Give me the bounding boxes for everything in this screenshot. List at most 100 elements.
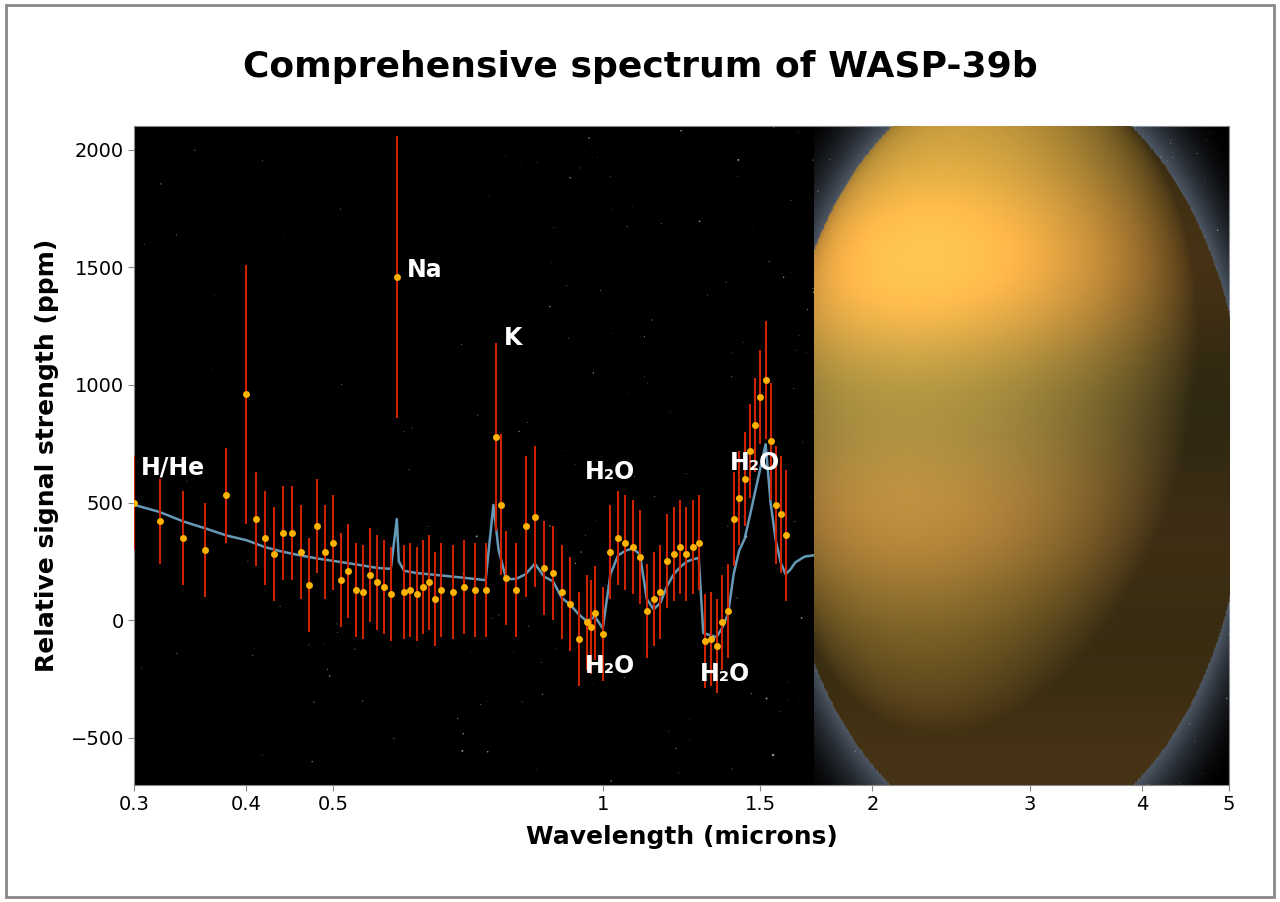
Point (1178, 341, 1198, 355)
Point (947, 426, 968, 440)
Point (828, 517, 849, 531)
Point (902, 541, 923, 556)
Point (842, 495, 863, 510)
Text: Na: Na (407, 258, 443, 281)
Point (476, 695, 497, 709)
Point (927, 535, 947, 549)
Point (973, 327, 993, 341)
Point (1206, 442, 1226, 456)
Point (634, 329, 654, 344)
Point (1128, 773, 1148, 787)
Point (1151, 150, 1171, 164)
Point (326, 617, 347, 631)
Text: H₂O: H₂O (730, 451, 780, 474)
Point (1064, 221, 1084, 235)
Point (808, 184, 828, 198)
Point (1051, 413, 1071, 428)
Point (680, 733, 700, 748)
Point (620, 566, 640, 580)
Point (243, 648, 264, 662)
Point (1128, 313, 1148, 327)
Point (884, 518, 905, 532)
Point (1069, 437, 1089, 451)
Point (1032, 237, 1052, 252)
Point (983, 597, 1004, 612)
Point (913, 132, 933, 146)
Point (1160, 347, 1180, 362)
Point (1106, 207, 1126, 221)
Point (600, 170, 621, 184)
Point (700, 649, 721, 664)
Point (1181, 584, 1202, 598)
Point (827, 262, 847, 277)
Point (320, 668, 340, 683)
Point (1028, 204, 1048, 218)
Point (466, 529, 486, 544)
Point (1100, 573, 1120, 587)
Point (929, 294, 950, 308)
Point (1075, 193, 1096, 207)
Point (499, 393, 520, 408)
Point (452, 743, 472, 758)
Point (1166, 143, 1187, 157)
Point (922, 715, 942, 730)
Point (832, 672, 852, 686)
Point (219, 387, 239, 401)
Point (1161, 629, 1181, 643)
Point (584, 365, 604, 380)
Point (1132, 212, 1152, 226)
Point (1184, 469, 1204, 483)
Point (1160, 226, 1180, 241)
Point (954, 520, 974, 534)
Point (1128, 146, 1148, 161)
Point (1160, 360, 1180, 374)
Point (870, 775, 891, 789)
Point (732, 434, 753, 448)
Point (1053, 598, 1074, 612)
Point (1117, 502, 1138, 517)
Point (982, 225, 1002, 239)
Point (938, 628, 959, 642)
Point (332, 377, 352, 391)
Point (818, 469, 838, 483)
Point (1007, 182, 1028, 197)
Point (225, 651, 246, 666)
Point (581, 570, 602, 584)
Point (1192, 636, 1212, 650)
Point (1055, 709, 1075, 723)
Point (803, 189, 823, 204)
Point (1179, 716, 1199, 731)
Point (849, 277, 869, 291)
Point (132, 661, 152, 676)
Point (1055, 291, 1075, 306)
Point (1060, 124, 1080, 138)
Point (1038, 664, 1059, 678)
Point (1018, 133, 1038, 148)
Point (1199, 195, 1220, 209)
Point (1207, 223, 1228, 237)
Point (1193, 755, 1213, 769)
Point (527, 155, 548, 170)
Point (1138, 745, 1158, 759)
Point (840, 713, 860, 728)
Point (374, 161, 394, 176)
Point (727, 591, 748, 605)
Point (504, 512, 525, 527)
Point (1165, 540, 1185, 555)
Point (1128, 227, 1148, 242)
Point (1089, 435, 1110, 449)
Point (539, 299, 559, 314)
Point (644, 489, 664, 503)
Point (1107, 540, 1128, 555)
Point (1105, 640, 1125, 655)
Point (1102, 498, 1123, 512)
Point (365, 192, 385, 207)
Point (1028, 201, 1048, 216)
Point (841, 579, 861, 594)
Point (1194, 472, 1215, 486)
Point (452, 372, 472, 386)
Point (771, 704, 791, 719)
Point (1029, 362, 1050, 376)
Point (736, 529, 756, 544)
Point (1065, 414, 1085, 428)
